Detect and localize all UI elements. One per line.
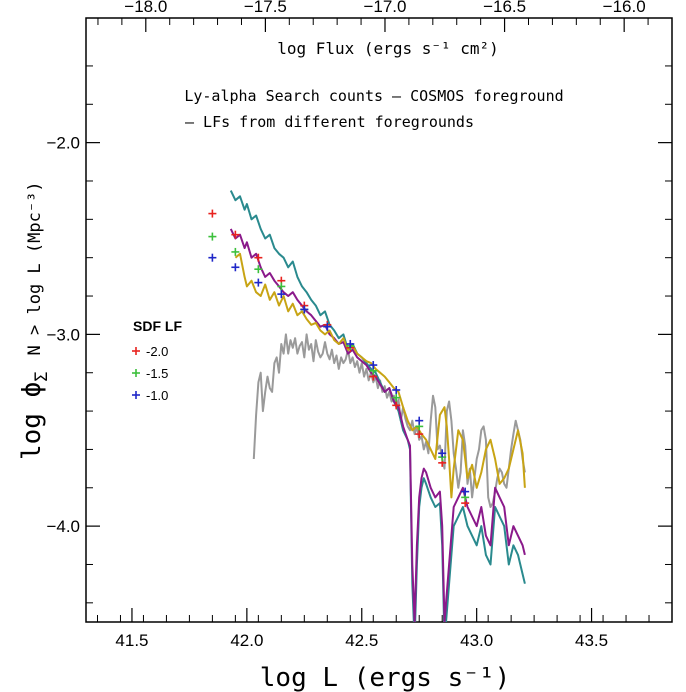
x-tick-label: 42.0	[230, 631, 263, 650]
y-axis-title-subscript: Σ	[32, 371, 52, 381]
legend-title: SDF LF	[133, 318, 182, 334]
series-lines	[229, 190, 526, 622]
x-axis-title: log L (ergs s⁻¹)	[260, 663, 510, 692]
sdf-point	[254, 253, 263, 262]
top-tick-label: −17.0	[363, 0, 406, 16]
sdf-point	[277, 282, 286, 291]
sdf-point	[438, 449, 447, 458]
sdf-point	[392, 393, 401, 402]
series-line	[252, 333, 526, 508]
y-tick-label: −4.0	[46, 517, 80, 536]
legend-marker	[132, 391, 140, 399]
sdf-point	[392, 385, 401, 394]
legend-marker	[132, 369, 140, 377]
y-tick-label: −2.0	[46, 134, 80, 153]
annotation-line-1: Ly-alpha Search counts – COSMOS foregrou…	[184, 87, 563, 105]
sdf-point	[231, 230, 240, 239]
top-tick-label: −17.5	[244, 0, 287, 16]
sdf-point	[208, 209, 217, 218]
x-tick-label: 43.0	[460, 631, 493, 650]
sdf-point	[415, 430, 424, 439]
sdf-point	[208, 253, 217, 262]
y-axis-title-rest: N > log L (Mpc⁻³)	[25, 181, 45, 355]
y-axis-title-main: log ϕ	[17, 382, 47, 460]
sdf-point	[277, 290, 286, 299]
legend-entries: -2.0 -1.5 -1.0	[132, 344, 168, 403]
top-axis-title: log Flux (ergs s⁻¹ cm²)	[277, 39, 499, 58]
sdf-point	[392, 401, 401, 410]
sdf-point	[461, 487, 470, 496]
top-tick-label: −16.5	[483, 0, 526, 16]
sdf-point	[254, 265, 263, 274]
legend: SDF LF -2.0 -1.5 -1.0	[132, 318, 182, 403]
sdf-point	[231, 247, 240, 256]
legend-label: -1.5	[146, 366, 168, 381]
x-tick-label: 43.5	[575, 631, 608, 650]
plot-border	[85, 17, 673, 623]
y-axis-title: log ϕΣ N > log L (Mpc⁻³)	[17, 181, 52, 460]
y-tick-label: −3.0	[46, 325, 80, 344]
plot-frame	[85, 17, 673, 623]
sdf-point	[231, 263, 240, 272]
series-line	[229, 190, 526, 622]
series-line	[234, 252, 526, 499]
sdf-points	[208, 209, 470, 508]
x-tick-label: 42.5	[345, 631, 378, 650]
sdf-point	[300, 305, 309, 314]
axis-ticks: 41.5 42.0 42.5 43.0 43.5 −18.0 −17.5 −17.0 −16.5…	[46, 0, 672, 650]
sdf-point	[369, 361, 378, 370]
sdf-point	[415, 416, 424, 425]
top-tick-label: −18.0	[124, 0, 167, 16]
x-tick-label: 41.5	[115, 631, 148, 650]
sdf-point	[346, 339, 355, 348]
legend-marker	[132, 347, 140, 355]
series-line	[229, 228, 526, 622]
legend-label: -1.0	[146, 388, 168, 403]
sdf-point	[254, 278, 263, 287]
sdf-point	[208, 232, 217, 241]
sdf-point	[323, 322, 332, 331]
annotation-line-2: – LFs from different foregrounds	[185, 113, 474, 131]
top-tick-label: −16.0	[603, 0, 646, 16]
svg-text:log ϕΣN > log L (Mpc⁻³): log ϕΣ N > log L (Mpc⁻³)	[17, 181, 52, 460]
legend-label: -2.0	[146, 344, 168, 359]
